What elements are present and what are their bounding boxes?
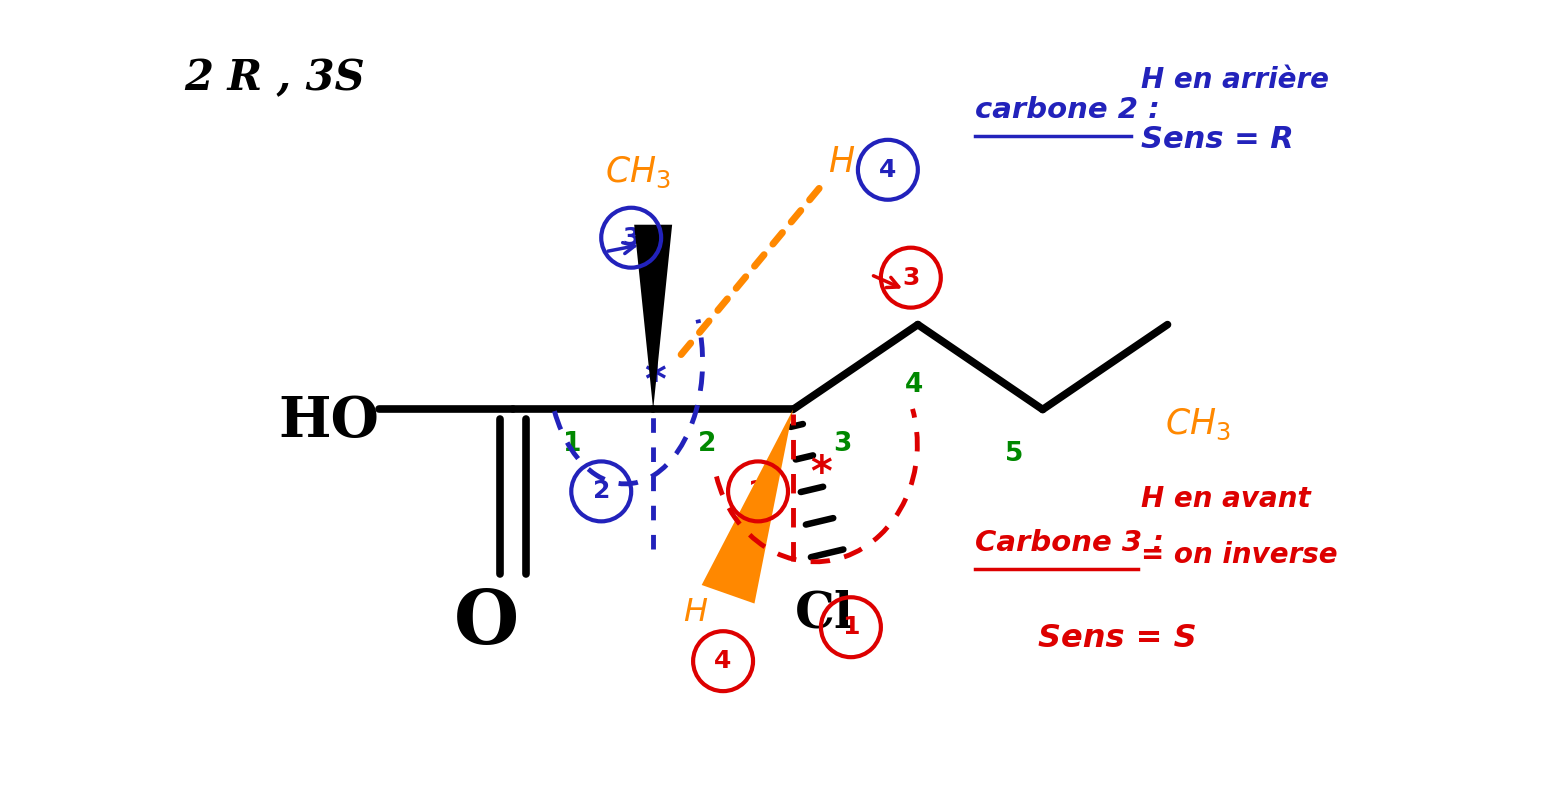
Text: Sens = S: Sens = S bbox=[1038, 623, 1196, 654]
Text: = on inverse: = on inverse bbox=[1140, 541, 1337, 570]
Text: carbone 2 :: carbone 2 : bbox=[974, 96, 1159, 124]
Text: $\mathit{H}$: $\mathit{H}$ bbox=[828, 145, 855, 179]
Text: $\mathit{CH_3}$: $\mathit{CH_3}$ bbox=[1165, 407, 1231, 443]
Text: 2: 2 bbox=[698, 431, 717, 458]
Text: HO: HO bbox=[279, 395, 379, 450]
Text: $\mathit{H}$: $\mathit{H}$ bbox=[683, 597, 708, 628]
Text: *: * bbox=[644, 360, 666, 403]
Polygon shape bbox=[702, 409, 792, 603]
Text: Cl: Cl bbox=[796, 589, 853, 638]
Text: 4: 4 bbox=[714, 649, 731, 674]
Text: 2: 2 bbox=[750, 479, 767, 503]
Text: 3: 3 bbox=[623, 225, 640, 250]
Text: O: O bbox=[454, 587, 518, 660]
Text: 2 R , 3S: 2 R , 3S bbox=[183, 57, 365, 99]
Text: 4: 4 bbox=[905, 372, 922, 398]
Text: $\mathit{CH_3}$: $\mathit{CH_3}$ bbox=[604, 154, 670, 190]
Text: Carbone 3 :: Carbone 3 : bbox=[974, 529, 1164, 558]
Text: 5: 5 bbox=[1005, 441, 1023, 467]
Text: 2: 2 bbox=[592, 479, 609, 503]
Polygon shape bbox=[634, 225, 672, 409]
Text: 4: 4 bbox=[879, 157, 897, 182]
Text: 1: 1 bbox=[843, 615, 860, 639]
Text: 3: 3 bbox=[833, 431, 852, 458]
Text: H en avant: H en avant bbox=[1140, 485, 1311, 514]
Text: Sens = R: Sens = R bbox=[1140, 125, 1294, 154]
Text: 3: 3 bbox=[902, 265, 919, 290]
Text: *: * bbox=[810, 453, 832, 495]
Text: H en arrière: H en arrière bbox=[1140, 66, 1328, 94]
Text: 1: 1 bbox=[564, 431, 583, 458]
